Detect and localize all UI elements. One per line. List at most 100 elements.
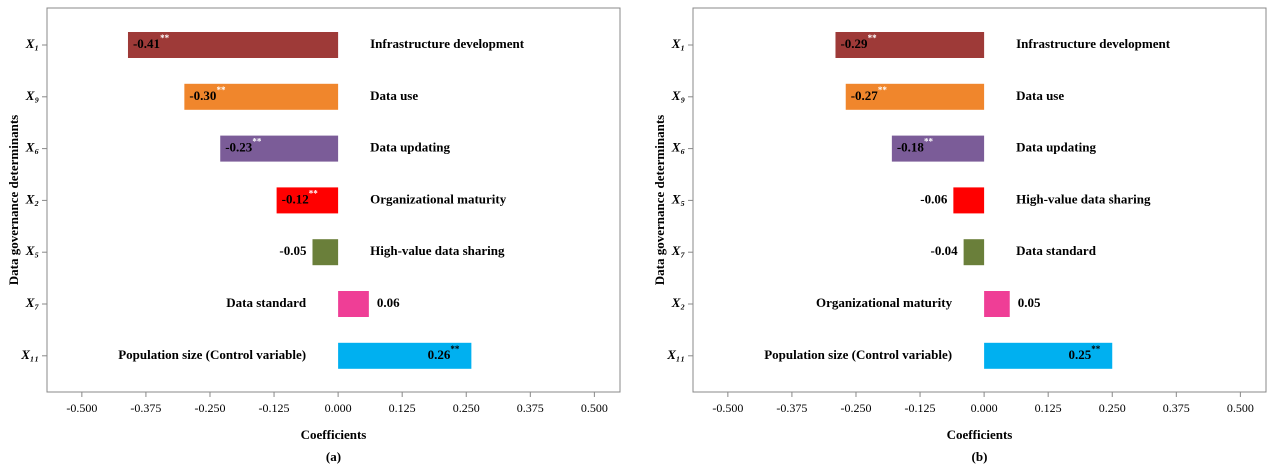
x-tick-label: 0.375: [517, 401, 544, 415]
x-tick-label: 0.375: [1163, 401, 1190, 415]
bar-name: Data updating: [370, 140, 450, 155]
x-tick-label: -0.125: [905, 401, 936, 415]
value-text: -0.05: [279, 243, 307, 258]
value-text: 0.25: [1068, 347, 1091, 362]
x-tick-label: 0.000: [325, 401, 352, 415]
x-tick-label: 0.250: [1099, 401, 1126, 415]
y-tick-label: X₂: [671, 295, 685, 310]
x-tick-label: -0.500: [66, 401, 97, 415]
value-label: -0.29**: [840, 33, 877, 51]
y-tick-label: X₉: [25, 88, 40, 103]
significance: **: [878, 85, 888, 95]
value-label: 0.26**: [428, 344, 460, 362]
value-text: -0.29: [840, 36, 868, 51]
value-label: -0.41**: [133, 33, 170, 51]
x-tick-label: -0.375: [776, 401, 807, 415]
y-tick-label: X₆: [25, 140, 40, 155]
y-tick-label: X₅: [671, 191, 685, 206]
panel-label: (b): [972, 449, 988, 464]
value-label: -0.30**: [189, 85, 226, 103]
value-label: -0.18**: [897, 137, 934, 155]
y-tick-label: X₇: [671, 243, 686, 258]
value-text: -0.30: [189, 88, 216, 103]
bar: [338, 291, 369, 317]
bar: [835, 32, 985, 58]
value-text: -0.23: [225, 140, 253, 155]
x-axis-title: Coefficients: [301, 427, 367, 442]
significance: **: [309, 188, 319, 198]
bar: [338, 342, 472, 369]
y-tick-label: X₁: [25, 36, 39, 51]
significance: **: [868, 33, 878, 43]
value-text: -0.41: [133, 36, 160, 51]
x-tick-label: -0.250: [840, 401, 871, 415]
bar-name: High-value data sharing: [1016, 191, 1151, 206]
significance: **: [160, 33, 170, 43]
bar: [891, 135, 985, 162]
bar: [845, 83, 985, 110]
y-tick-label: X₆: [671, 140, 686, 155]
bar-name: Population size (Control variable): [764, 347, 952, 362]
significance: **: [252, 137, 261, 147]
bar-name: Data standard: [226, 295, 307, 310]
bar: [276, 187, 339, 214]
bar: [984, 342, 1113, 369]
x-tick-label: -0.500: [712, 401, 743, 415]
value-label: -0.23**: [225, 137, 262, 155]
y-axis-title: Data governance determinants: [652, 115, 667, 285]
value-label: -0.06: [920, 191, 948, 206]
bar-name: Organizational maturity: [816, 295, 953, 310]
value-label: -0.05: [279, 243, 307, 258]
bar: [127, 32, 339, 58]
bar-name: Data standard: [1016, 243, 1097, 258]
x-tick-label: -0.375: [130, 401, 161, 415]
x-tick-label: -0.125: [259, 401, 290, 415]
x-tick-label: 0.000: [971, 401, 998, 415]
y-tick-label: X₉: [671, 88, 686, 103]
value-label: 0.06: [377, 295, 400, 310]
x-tick-label: 0.250: [453, 401, 480, 415]
bar-name: Data updating: [1016, 140, 1096, 155]
bar-name: Infrastructure development: [370, 36, 525, 51]
x-tick-label: 0.125: [389, 401, 416, 415]
panel-label: (a): [326, 449, 341, 464]
bar-name: Data use: [370, 88, 418, 103]
value-label: -0.04: [931, 243, 959, 258]
value-label: 0.05: [1018, 295, 1041, 310]
y-tick-label: X₁: [671, 36, 685, 51]
value-text: 0.26: [428, 347, 451, 362]
significance: **: [924, 137, 934, 147]
bar: [220, 135, 339, 162]
value-text: -0.04: [931, 243, 959, 258]
x-axis-title: Coefficients: [947, 427, 1013, 442]
x-tick-label: 0.125: [1035, 401, 1062, 415]
value-text: 0.06: [377, 295, 400, 310]
bar-name: Organizational maturity: [370, 191, 507, 206]
value-text: -0.12: [282, 191, 309, 206]
bar: [953, 187, 985, 214]
bar: [312, 239, 339, 266]
significance: **: [1091, 344, 1101, 354]
value-label: -0.27**: [851, 85, 888, 103]
value-text: 0.05: [1018, 295, 1041, 310]
bar-name: Data use: [1016, 88, 1064, 103]
bar: [984, 291, 1010, 317]
significance: **: [450, 344, 460, 354]
bar: [184, 83, 339, 110]
bar-name: High-value data sharing: [370, 243, 505, 258]
value-label: -0.12**: [282, 188, 319, 206]
value-text: -0.06: [920, 191, 948, 206]
y-tick-label: X₂: [25, 191, 39, 206]
y-tick-label: X₅: [25, 243, 39, 258]
bar-name: Infrastructure development: [1016, 36, 1171, 51]
x-tick-label: 0.500: [581, 401, 608, 415]
x-tick-label: 0.500: [1227, 401, 1254, 415]
x-tick-label: -0.250: [194, 401, 225, 415]
value-label: 0.25**: [1068, 344, 1100, 362]
bar: [963, 239, 985, 266]
value-text: -0.18: [897, 140, 925, 155]
y-tick-label: X₇: [25, 295, 40, 310]
y-axis-title: Data governance determinants: [6, 115, 21, 285]
significance: **: [216, 85, 226, 95]
